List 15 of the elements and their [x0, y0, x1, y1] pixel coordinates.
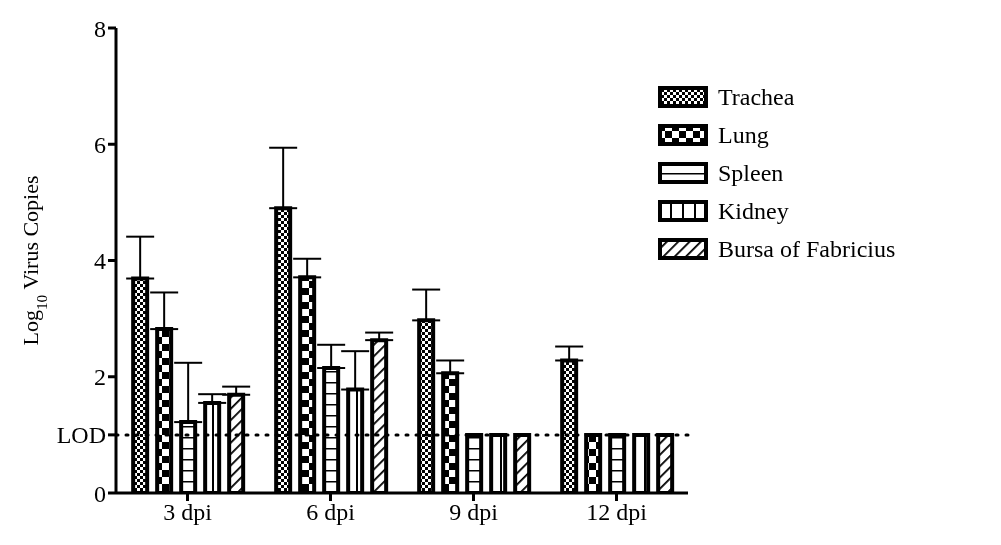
y-tick-label: 4 [94, 248, 106, 275]
y-tick-label: 2 [94, 364, 106, 391]
x-tick-label: 3 dpi [163, 499, 213, 526]
legend-label: Kidney [718, 197, 789, 226]
x-tick-label: 12 dpi [586, 499, 648, 526]
y-tick-label: LOD [56, 422, 106, 449]
legend-label: Lung [718, 121, 769, 150]
x-tick-label: 9 dpi [449, 499, 499, 526]
y-tick-label: 8 [94, 15, 106, 42]
legend-label: Bursa of Fabricius [718, 235, 896, 264]
y-tick-label: 6 [94, 131, 106, 158]
x-tick-label: 6 dpi [306, 499, 356, 526]
y-tick-label: 0 [94, 480, 106, 507]
legend-label: Trachea [718, 83, 795, 112]
legend-label: Spleen [718, 159, 784, 188]
